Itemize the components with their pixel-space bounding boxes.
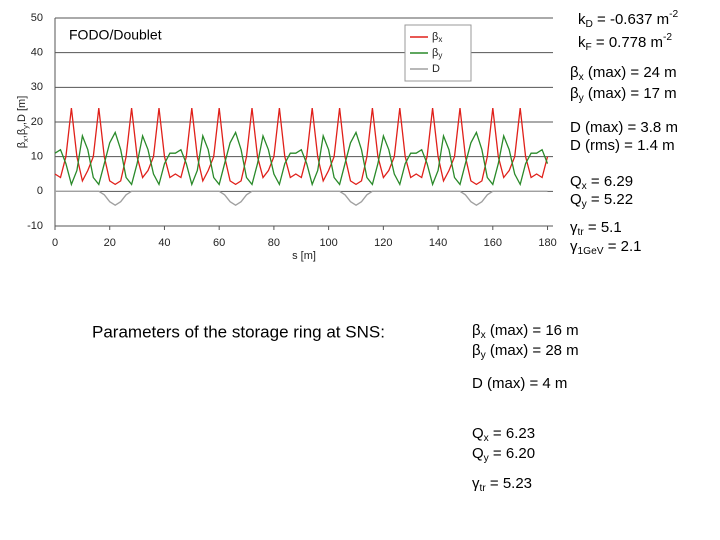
x-tick-label: 80: [268, 237, 280, 249]
text-segment: y: [21, 125, 30, 129]
text-segment: β: [472, 342, 481, 359]
text-line: βy (max) = 28 m: [472, 342, 579, 361]
legend-label: βy: [432, 47, 442, 60]
x-tick-label: 100: [319, 237, 337, 249]
text-segment: = 6.23: [489, 425, 535, 442]
text-segment: γ: [570, 238, 578, 255]
text-line: γ1GeV = 2.1: [570, 238, 642, 257]
text-line: γtr = 5.1: [570, 219, 622, 238]
text-segment: tr: [480, 483, 487, 494]
y-tick-label: 40: [31, 47, 43, 59]
text-segment: D (rms) = 1.4 m: [570, 137, 675, 154]
text-segment: = -0.637 m: [593, 11, 669, 28]
text-line: Qx = 6.23: [472, 425, 535, 444]
text-segment: (max) = 17 m: [584, 85, 677, 102]
text-segment: = 5.22: [587, 191, 633, 208]
y-tick-label: 0: [37, 185, 43, 197]
text-line: D (rms) = 1.4 m: [570, 137, 675, 154]
text-segment: Q: [570, 173, 582, 190]
text-line: D (max) = 3.8 m: [570, 119, 678, 136]
text-segment: F: [586, 42, 592, 53]
text-segment: D (max) = 4 m: [472, 375, 567, 392]
y-tick-label: 30: [31, 81, 43, 93]
x-tick-label: 160: [484, 237, 502, 249]
text-segment: x: [484, 433, 489, 444]
text-segment: γ: [570, 219, 578, 236]
text-line: kD = -0.637 m-2: [578, 9, 679, 30]
text-line: Qy = 6.20: [472, 445, 535, 464]
y-axis-label: βx,βy,D [m]: [16, 96, 30, 149]
text-segment: = 6.29: [587, 173, 633, 190]
text-line: Qy = 5.22: [570, 191, 633, 210]
text-segment: = 2.1: [604, 238, 642, 255]
text-segment: -2: [663, 32, 672, 43]
text-line: βx (max) = 16 m: [472, 322, 579, 341]
text-segment: y: [481, 350, 487, 361]
text-segment: ,D [m]: [16, 96, 28, 125]
text-segment: x: [582, 181, 587, 192]
text-segment: = 5.23: [486, 475, 532, 492]
x-tick-label: 140: [429, 237, 447, 249]
text-line: γtr = 5.23: [472, 475, 532, 494]
text-line: βy (max) = 17 m: [570, 85, 677, 104]
text-segment: (max) = 16 m: [486, 322, 579, 339]
text-segment: β: [570, 64, 579, 81]
x-tick-label: 60: [213, 237, 225, 249]
x-tick-label: 0: [52, 237, 58, 249]
text-segment: Q: [472, 445, 484, 462]
text-segment: β: [16, 142, 28, 148]
legend-label: βx: [432, 31, 442, 44]
text-segment: tr: [578, 227, 585, 238]
series-line: [54, 108, 549, 186]
text-segment: (max) = 24 m: [584, 64, 677, 81]
x-tick-label: 20: [104, 237, 116, 249]
x-tick-label: 180: [538, 237, 556, 249]
text-segment: x: [481, 330, 486, 341]
x-axis-label: s [m]: [292, 250, 316, 262]
text-segment: Q: [472, 425, 484, 442]
text-segment: = 5.1: [584, 219, 622, 236]
text-segment: ,β: [16, 129, 28, 138]
sns-title: Parameters of the storage ring at SNS:: [92, 322, 385, 341]
text-segment: y: [582, 199, 588, 210]
text-segment: Q: [570, 191, 582, 208]
x-tick-label: 40: [158, 237, 170, 249]
annotation: FODO/Doublet: [69, 27, 162, 43]
text-segment: x: [21, 138, 30, 142]
y-tick-label: 10: [31, 151, 43, 163]
text-segment: y: [484, 453, 490, 464]
text-segment: D (max) = 3.8 m: [570, 119, 678, 136]
y-tick-label: -10: [27, 220, 43, 232]
text-segment: D: [586, 19, 593, 30]
text-segment: β: [570, 85, 579, 102]
text-line: Qx = 6.29: [570, 173, 633, 192]
text-segment: k: [578, 34, 586, 51]
text-segment: γ: [472, 475, 480, 492]
text-segment: -2: [669, 9, 678, 20]
text-line: D (max) = 4 m: [472, 375, 567, 392]
text-segment: β: [472, 322, 481, 339]
series-line: [55, 190, 548, 206]
x-tick-label: 120: [374, 237, 392, 249]
text-segment: = 6.20: [489, 445, 535, 462]
text-segment: y: [579, 93, 585, 104]
text-segment: k: [578, 11, 586, 28]
y-tick-label: 20: [31, 116, 43, 128]
text-segment: = 0.778 m: [592, 34, 663, 51]
text-segment: 1GeV: [578, 246, 604, 257]
text-line: βx (max) = 24 m: [570, 64, 677, 83]
legend-label: D: [432, 63, 440, 75]
series-line: [54, 130, 549, 187]
text-segment: x: [579, 72, 584, 83]
text-segment: (max) = 28 m: [486, 342, 579, 359]
y-tick-label: 50: [31, 12, 43, 24]
text-line: kF = 0.778 m-2: [578, 32, 672, 53]
